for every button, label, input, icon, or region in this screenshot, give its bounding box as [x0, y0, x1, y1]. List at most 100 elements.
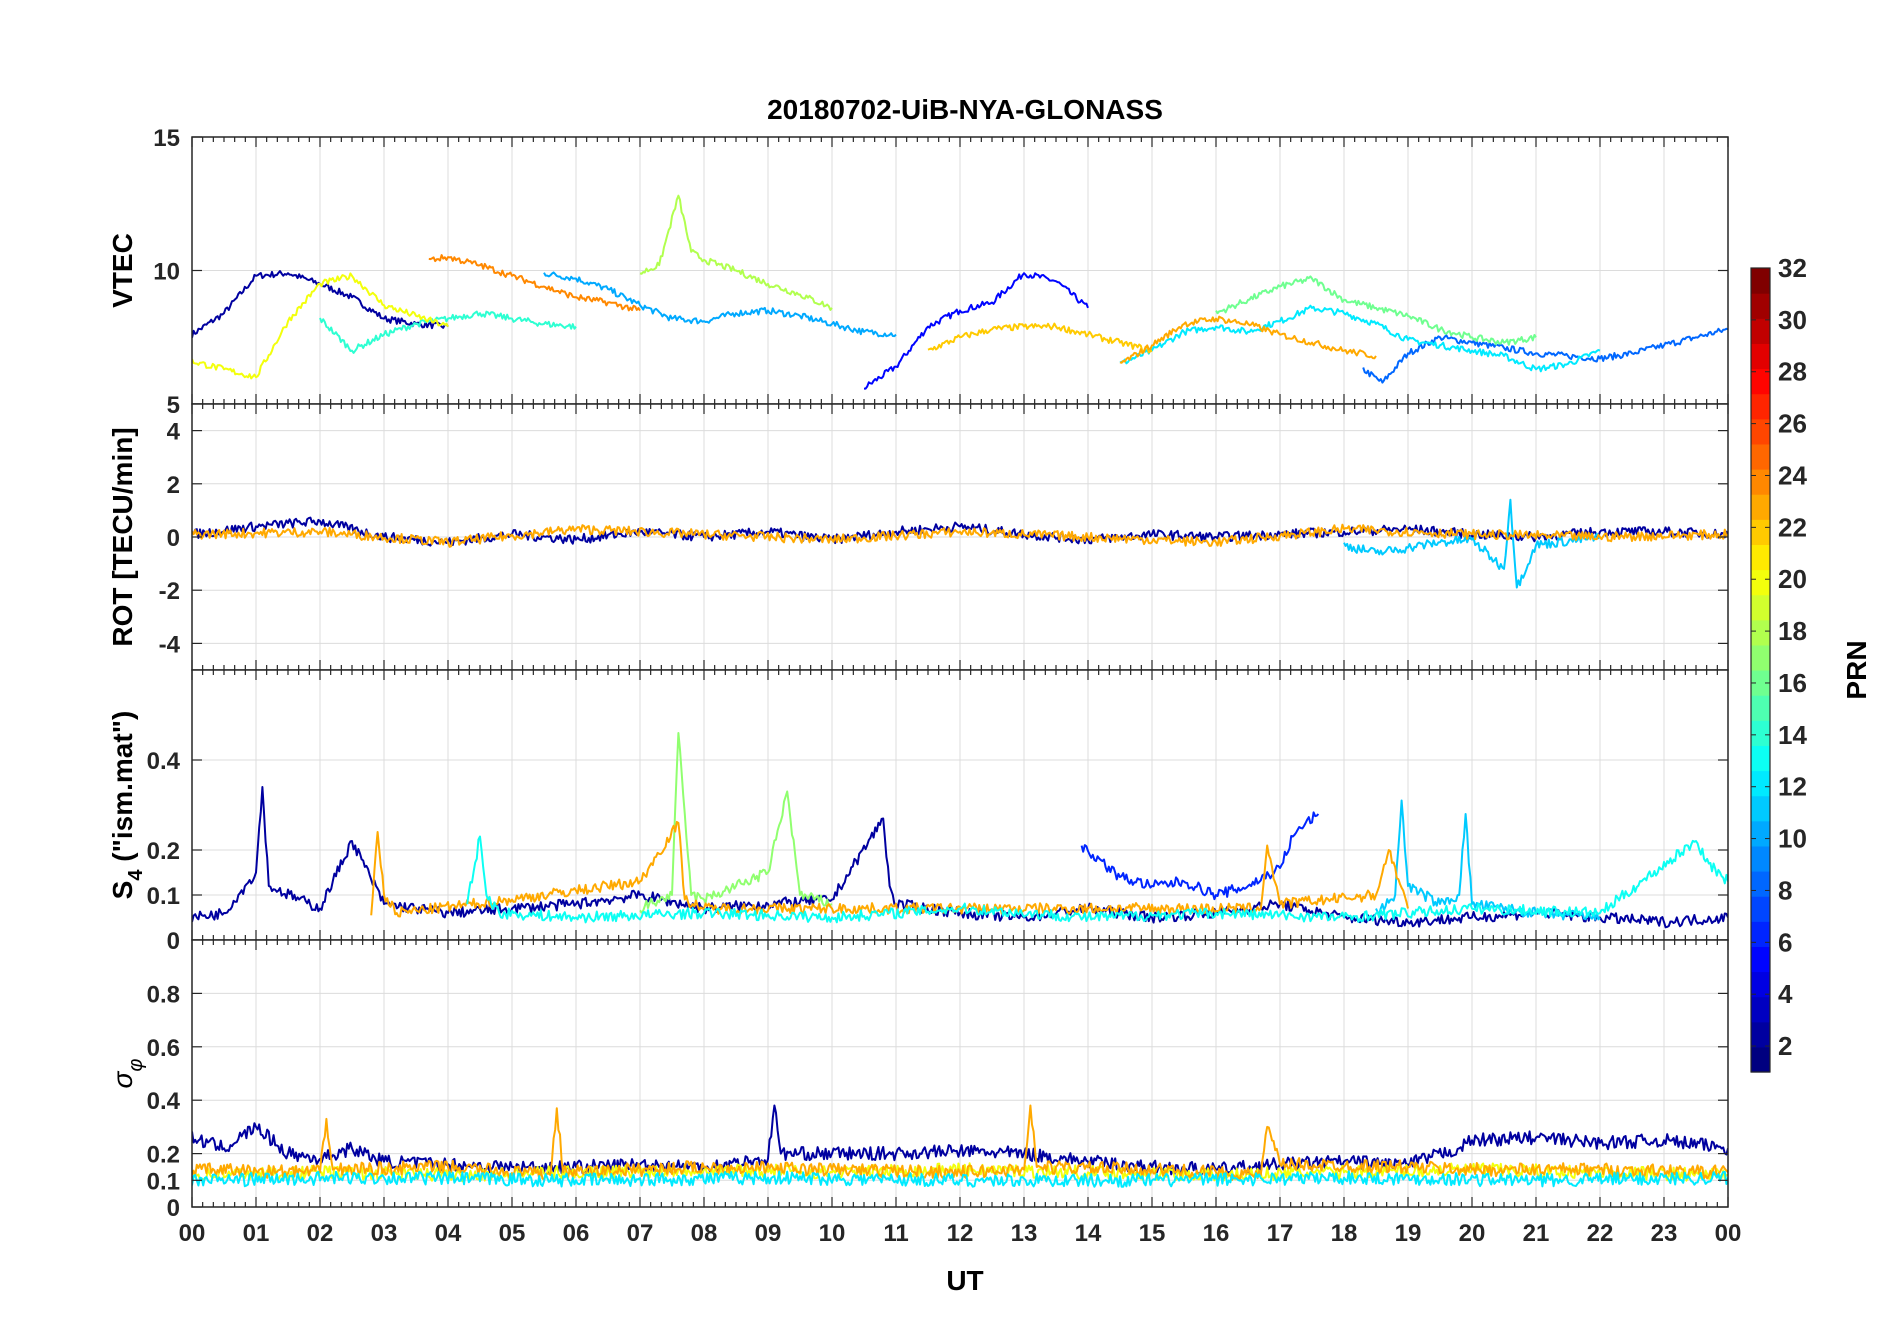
panel-4: 00.10.2 0.4 0.6 0.8 σφ — [107, 940, 1728, 1222]
x-tick-label: 15 — [1139, 1220, 1166, 1247]
colorbar-swatch — [1751, 1047, 1770, 1073]
colorbar-swatch — [1751, 771, 1770, 797]
colorbar-swatch — [1751, 544, 1770, 570]
chart-title: 20180702-UiB-NYA-GLONASS — [767, 94, 1163, 125]
colorbar-swatch — [1751, 419, 1770, 445]
colorbar-swatch — [1751, 595, 1770, 621]
colorbar-swatch — [1751, 620, 1770, 646]
x-tick-label: 08 — [691, 1220, 718, 1247]
colorbar-tick-label: 22 — [1778, 512, 1807, 542]
y-axis-label: σφ — [107, 1059, 147, 1089]
colorbar-tick-label: 24 — [1778, 460, 1807, 490]
colorbar: 2468101214161820222426283032PRN — [1751, 253, 1872, 1073]
colorbar-swatch — [1751, 821, 1770, 847]
colorbar-swatch — [1751, 997, 1770, 1023]
x-tick-label: 18 — [1331, 1220, 1358, 1247]
y-tick-label: 5 — [167, 392, 180, 419]
y-tick-label: -2 — [159, 578, 180, 605]
y-tick-label: 0.1 — [147, 1168, 180, 1195]
colorbar-tick-label: 6 — [1778, 927, 1792, 957]
colorbar-swatch — [1751, 871, 1770, 897]
x-axis-label: UT — [946, 1265, 983, 1296]
colorbar-tick-label: 26 — [1778, 409, 1807, 439]
colorbar-swatch — [1751, 570, 1770, 596]
colorbar-tick-label: 30 — [1778, 305, 1807, 335]
y-tick-label: 2 — [167, 472, 180, 499]
colorbar-swatch — [1751, 745, 1770, 771]
colorbar-swatch — [1751, 695, 1770, 721]
y-axis-label: S4 ("ism.mat") — [107, 711, 147, 900]
y-tick-label: 0 — [167, 525, 180, 552]
colorbar-tick-label: 8 — [1778, 875, 1792, 905]
x-tick-label: 17 — [1267, 1220, 1294, 1247]
panel-1: 5 10 15 VTEC — [107, 125, 1728, 419]
colorbar-swatch — [1751, 946, 1770, 972]
y-tick-label: 0.4 — [147, 1088, 181, 1115]
colorbar-swatch — [1751, 369, 1770, 395]
x-tick-label: 03 — [371, 1220, 398, 1247]
y-tick-label: 10 — [153, 259, 180, 286]
x-tick-label: 12 — [947, 1220, 974, 1247]
colorbar-tick-label: 28 — [1778, 357, 1807, 387]
colorbar-label: PRN — [1841, 640, 1872, 699]
x-tick-label: 19 — [1395, 1220, 1422, 1247]
colorbar-swatch — [1751, 1022, 1770, 1048]
y-tick-label: -4 — [159, 631, 181, 658]
x-tick-label: 22 — [1587, 1220, 1614, 1247]
x-tick-label: 07 — [627, 1220, 654, 1247]
colorbar-tick-label: 20 — [1778, 564, 1807, 594]
x-tick-label: 01 — [243, 1220, 270, 1247]
colorbar-swatch — [1751, 394, 1770, 420]
colorbar-swatch — [1751, 318, 1770, 344]
colorbar-swatch — [1751, 896, 1770, 922]
colorbar-tick-label: 10 — [1778, 824, 1807, 854]
y-tick-label: 0.4 — [147, 748, 181, 775]
colorbar-swatch — [1751, 494, 1770, 520]
y-tick-label: 4 — [167, 419, 181, 446]
panel-2: -4 -2 0 2 4 ROT [TECU/min] — [107, 404, 1728, 670]
y-tick-label: 0.6 — [147, 1035, 180, 1062]
colorbar-swatch — [1751, 645, 1770, 671]
y-tick-label: 0.2 — [147, 838, 180, 865]
colorbar-tick-label: 32 — [1778, 253, 1807, 283]
x-tick-label: 16 — [1203, 1220, 1230, 1247]
y-tick-label: 0.1 — [147, 883, 180, 910]
y-tick-label: 15 — [153, 125, 180, 152]
x-tick-label: 10 — [819, 1220, 846, 1247]
y-tick-label: 0.8 — [147, 981, 180, 1008]
x-tick-label: 11 — [883, 1220, 908, 1247]
y-axis-label: ROT [TECU/min] — [107, 427, 138, 646]
y-tick-label: 0 — [167, 1195, 180, 1222]
x-tick-label: 14 — [1075, 1220, 1102, 1247]
colorbar-tick-label: 16 — [1778, 668, 1807, 698]
x-tick-label: 09 — [755, 1220, 782, 1247]
colorbar-swatch — [1751, 519, 1770, 545]
x-tick-label: 05 — [499, 1220, 526, 1247]
y-tick-label: 0 — [167, 928, 180, 955]
x-tick-label: 00 — [179, 1220, 206, 1247]
colorbar-swatch — [1751, 444, 1770, 470]
x-tick-label: 00 — [1715, 1220, 1742, 1247]
x-tick-label: 02 — [307, 1220, 334, 1247]
colorbar-tick-label: 4 — [1778, 979, 1793, 1009]
panel-3: 0 0.1 0.2 0.4S4 ("ism.mat") — [107, 670, 1728, 955]
colorbar-swatch — [1751, 469, 1770, 495]
colorbar-swatch — [1751, 921, 1770, 947]
x-tick-label: 13 — [1011, 1220, 1038, 1247]
x-tick-label: 21 — [1523, 1220, 1550, 1247]
x-tick-label: 06 — [563, 1220, 590, 1247]
colorbar-tick-label: 12 — [1778, 772, 1807, 802]
colorbar-tick-label: 18 — [1778, 616, 1807, 646]
x-tick-labels: 00 01 02 03 04 05 06 07 08 09 10 11 12 13 14 15 16 17 18 19… — [179, 1220, 1742, 1247]
colorbar-tick-label: 2 — [1778, 1031, 1792, 1061]
x-tick-label: 04 — [435, 1220, 462, 1247]
colorbar-swatch — [1751, 268, 1770, 294]
colorbar-swatch — [1751, 343, 1770, 369]
colorbar-swatch — [1751, 293, 1770, 319]
y-axis-label: VTEC — [107, 233, 138, 308]
colorbar-swatch — [1751, 972, 1770, 998]
y-tick-label: 0.2 — [147, 1142, 180, 1169]
colorbar-tick-label: 14 — [1778, 720, 1807, 750]
